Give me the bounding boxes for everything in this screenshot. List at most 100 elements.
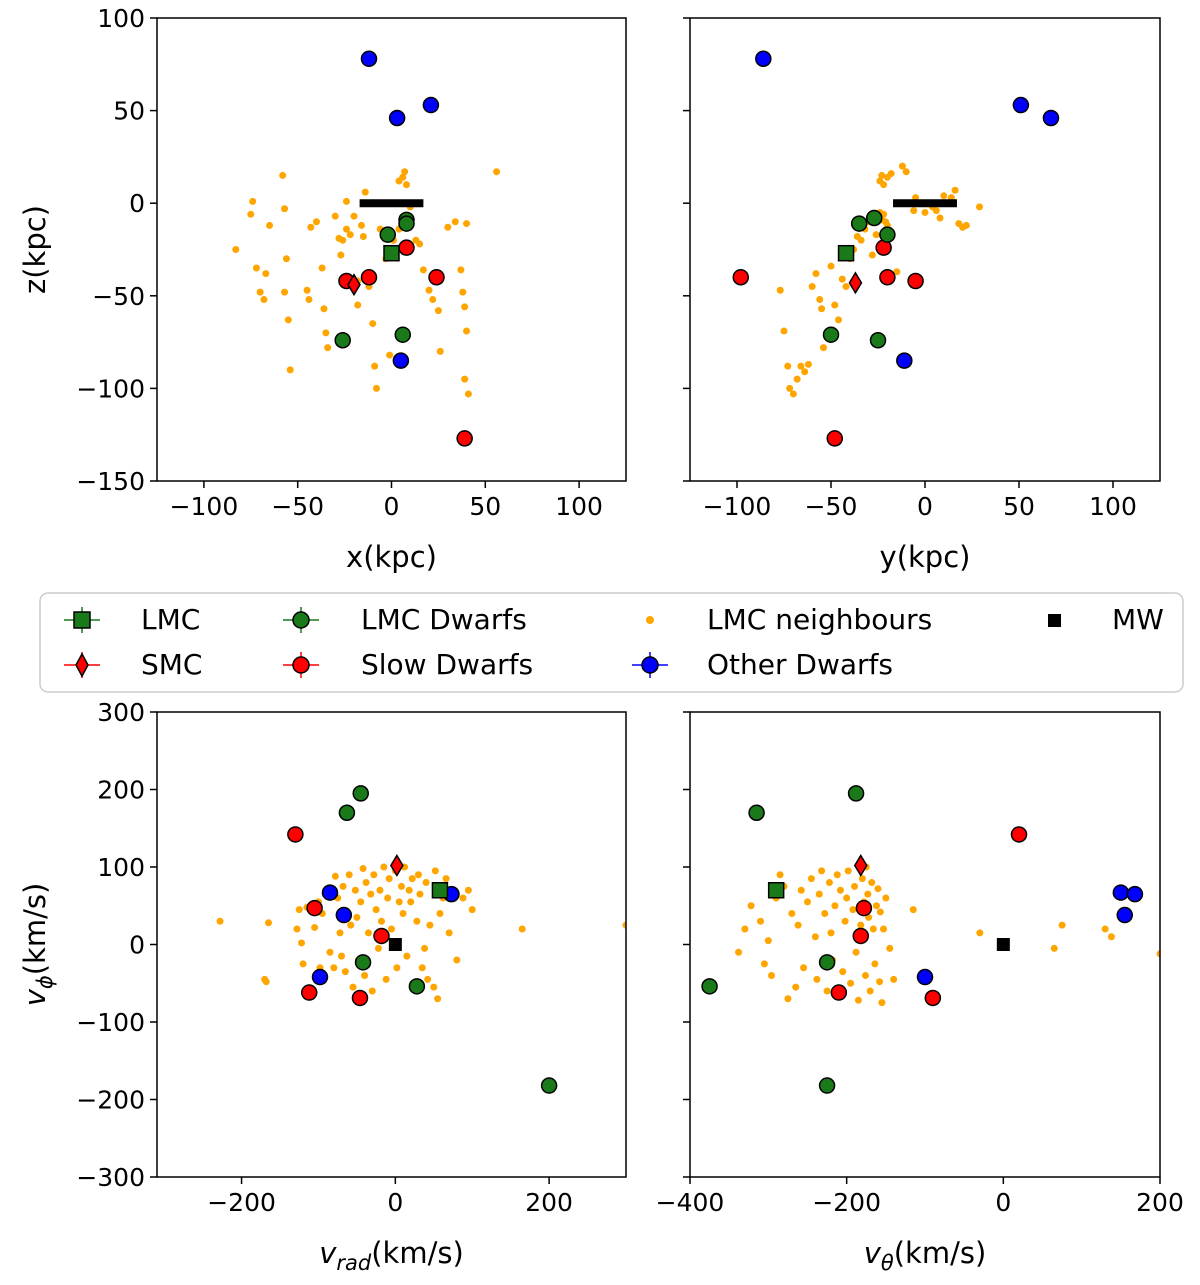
- neighbour-point: [399, 910, 407, 917]
- neighbour-point: [341, 968, 349, 976]
- neighbour-point: [376, 886, 384, 894]
- neighbour-point: [442, 875, 450, 883]
- neighbour-point: [262, 270, 270, 278]
- neighbour-point: [741, 925, 749, 933]
- neighbour-point: [463, 327, 471, 335]
- neighbour-point: [359, 233, 367, 241]
- legend-entry-lmc: LMC: [64, 603, 200, 636]
- neighbour-point: [831, 301, 839, 309]
- neighbour-point: [844, 867, 852, 875]
- neighbour-point: [374, 944, 382, 952]
- neighbour-point: [880, 181, 888, 189]
- neighbour-point: [807, 875, 815, 883]
- neighbour-point: [841, 917, 849, 925]
- neighbour-point: [882, 894, 890, 902]
- legend-marker-lmc: [73, 611, 91, 629]
- lmc-dwarf-point: [818, 954, 836, 971]
- other-dwarf-point: [1116, 906, 1133, 924]
- neighbour-point: [861, 972, 869, 979]
- other-dwarf-point: [311, 968, 329, 986]
- smc-point: [390, 853, 404, 877]
- neighbour-point: [388, 925, 395, 933]
- neighbour-point: [461, 375, 469, 383]
- y-axis-label: z(kpc): [18, 205, 52, 294]
- legend-entry-slow-dwarfs: Slow Dwarfs: [283, 648, 533, 681]
- slow-dwarf-point: [826, 430, 844, 447]
- neighbour-point: [886, 944, 894, 952]
- lmc-dwarf-point: [354, 954, 372, 971]
- lmc-dwarf-point: [879, 226, 896, 243]
- neighbour-point: [256, 288, 264, 296]
- legend-label-slow-dwarfs: Slow Dwarfs: [361, 648, 533, 681]
- neighbour-point: [801, 368, 809, 376]
- slow-dwarf-point: [732, 269, 750, 286]
- neighbour-point: [247, 210, 255, 218]
- neighbour-point: [264, 919, 272, 927]
- y-tick-label: 100: [97, 853, 145, 882]
- legend-label-other-dwarfs: Other Dwarfs: [707, 648, 893, 681]
- y-tick-label: 50: [113, 97, 145, 126]
- x-tick-label: 0: [384, 492, 400, 521]
- neighbour-point: [324, 344, 332, 352]
- neighbour-point: [337, 251, 345, 259]
- neighbour-point: [878, 171, 886, 179]
- neighbour-point: [407, 898, 415, 906]
- neighbour-point: [353, 913, 361, 921]
- neighbour-point: [382, 975, 390, 983]
- neighbour-point: [281, 288, 289, 296]
- neighbour-point: [821, 910, 829, 917]
- other-dwarf-point: [392, 352, 410, 369]
- neighbour-point: [792, 983, 800, 991]
- slow-dwarf-point: [924, 989, 942, 1007]
- neighbour-point: [940, 192, 948, 200]
- x-tick-label: 200: [1136, 1188, 1184, 1217]
- neighbour-point: [286, 366, 294, 374]
- neighbour-point: [921, 208, 929, 216]
- other-dwarf-point: [321, 884, 339, 901]
- y-tick-label: −100: [76, 1008, 145, 1037]
- neighbour-point: [369, 320, 377, 328]
- other-dwarf-point: [335, 906, 353, 924]
- neighbour-point: [436, 910, 444, 917]
- neighbour-point: [902, 168, 910, 176]
- neighbour-point: [793, 375, 801, 383]
- lmc-dwarf-point: [847, 785, 865, 802]
- legend-marker-smc: [75, 652, 89, 678]
- neighbour-point: [444, 223, 452, 231]
- neighbour-point: [434, 995, 442, 1003]
- neighbour-point: [789, 390, 797, 398]
- axes-frame: [689, 711, 1161, 1178]
- neighbour-point: [878, 999, 886, 1007]
- neighbour-point: [307, 223, 315, 231]
- neighbour-point: [910, 207, 918, 215]
- neighbour-point: [403, 181, 411, 189]
- y-tick-label: 0: [129, 931, 145, 960]
- x-axis-label: y(kpc): [880, 540, 971, 574]
- neighbour-point: [857, 921, 865, 929]
- y-tick-label: 200: [97, 776, 145, 805]
- neighbour-point: [298, 939, 306, 947]
- neighbour-point: [827, 262, 835, 270]
- neighbour-point: [868, 879, 876, 886]
- neighbour-point: [831, 902, 839, 910]
- neighbour-point: [1101, 925, 1109, 933]
- neighbour-point: [780, 327, 788, 335]
- neighbour-point: [797, 886, 805, 894]
- y-tick-label: 100: [97, 4, 145, 33]
- neighbour-point: [331, 872, 339, 880]
- neighbour-point: [788, 910, 796, 917]
- neighbour-point: [784, 995, 792, 1003]
- other-dwarf-point: [388, 109, 406, 127]
- neighbour-point: [359, 865, 367, 873]
- neighbour-point: [357, 221, 365, 229]
- neighbour-point: [249, 197, 257, 205]
- neighbour-point: [463, 220, 471, 228]
- x-axis-label: x(kpc): [346, 540, 437, 574]
- legend-entry-neighbours: LMC neighbours: [646, 603, 932, 636]
- neighbour-point: [419, 266, 427, 274]
- legend-label-smc: SMC: [141, 648, 202, 681]
- slow-dwarf-point: [907, 272, 924, 290]
- x-tick-label: −100: [170, 492, 239, 521]
- neighbour-point: [890, 975, 898, 983]
